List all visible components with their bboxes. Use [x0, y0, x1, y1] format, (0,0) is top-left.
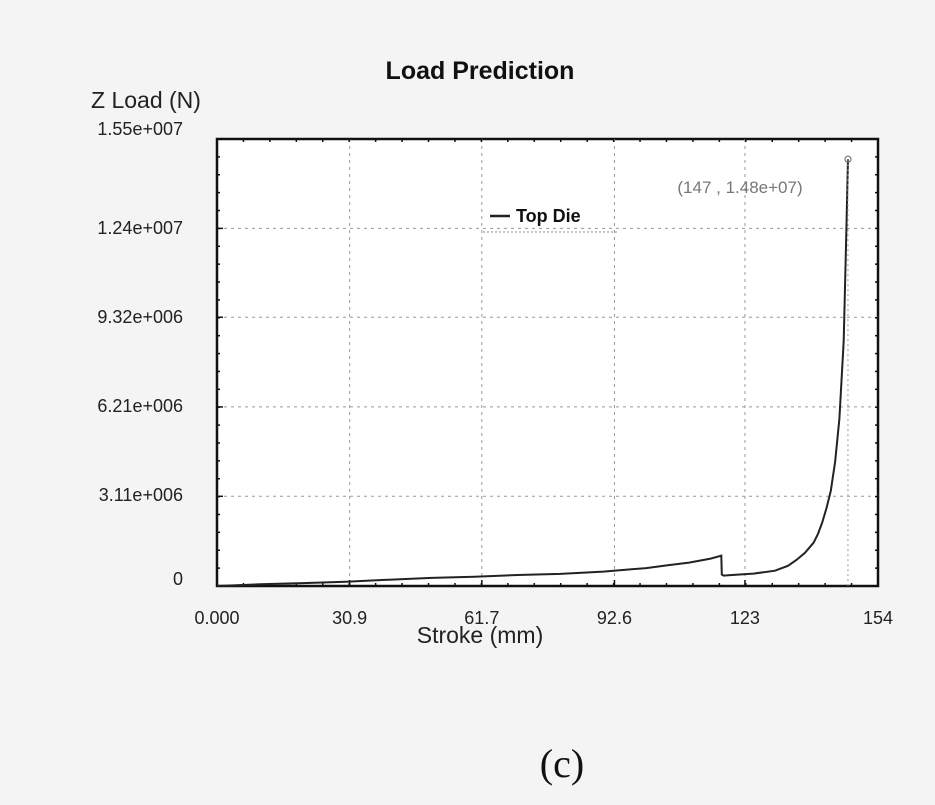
- peak-annotation: (147 , 1.48e+07): [677, 178, 802, 197]
- y-axis-label: Z Load (N): [91, 87, 201, 113]
- legend-label-top-die: Top Die: [516, 206, 581, 226]
- y-tick-label: 0: [173, 569, 183, 589]
- figure-caption: (c): [540, 741, 584, 786]
- x-tick-label: 30.9: [332, 608, 367, 628]
- y-tick-label: 1.24e+007: [97, 218, 183, 238]
- peak-marker: [844, 155, 852, 163]
- legend: Top Die: [483, 206, 618, 233]
- y-tick-label: 9.32e+006: [97, 307, 183, 327]
- x-tick-label: 0.000: [194, 608, 239, 628]
- series-line-top-die: [216, 159, 849, 587]
- x-tick-label: 92.6: [597, 608, 632, 628]
- plot-area: [215, 137, 880, 588]
- x-axis-label: Stroke (mm): [417, 622, 544, 648]
- grid-lines: [217, 139, 878, 586]
- x-tick-labels: 0.000 30.9 61.7 92.6 123 154: [194, 608, 893, 628]
- y-tick-label: 1.55e+007: [97, 119, 183, 139]
- series-layer: [216, 155, 852, 587]
- y-tick-label: 3.11e+006: [99, 485, 183, 505]
- x-tick-label: 154: [863, 608, 893, 628]
- chart-title: Load Prediction: [386, 57, 575, 85]
- y-tick-label: 6.21e+006: [97, 396, 183, 416]
- y-tick-labels: 0 3.11e+006 6.21e+006 9.32e+006 1.24e+007 1.5…: [97, 119, 183, 589]
- x-tick-label: 123: [730, 608, 760, 628]
- x-tick-label: 61.7: [464, 608, 499, 628]
